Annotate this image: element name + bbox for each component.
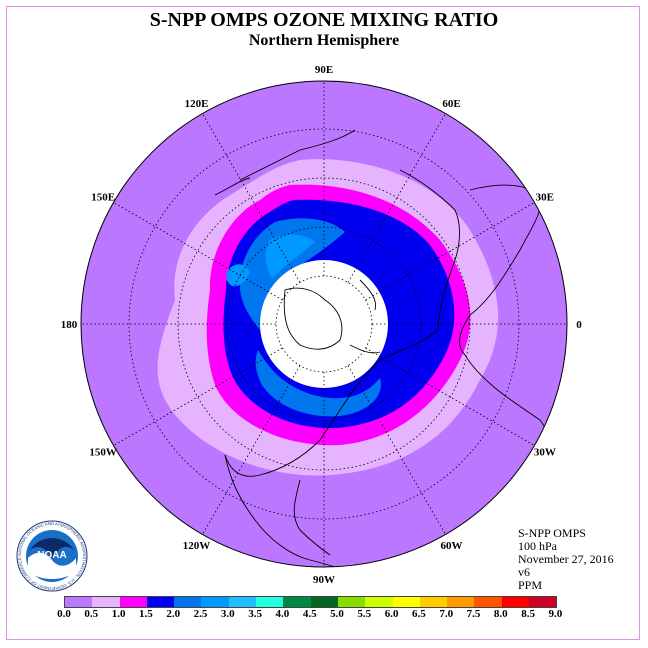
colorbar-swatch: [65, 597, 93, 607]
colorbar-tick-label: 0.0: [57, 608, 71, 620]
colorbar-swatch: [201, 597, 229, 607]
colorbar-tick-label: 2.5: [193, 608, 208, 620]
colorbar-swatch: [365, 597, 393, 607]
meridian-label: 30E: [536, 192, 554, 204]
meridian-label: 0: [576, 319, 582, 331]
colorbar-tick-label: 2.0: [166, 608, 181, 620]
colorbar-tick-label: 4.5: [302, 608, 317, 620]
meridian-label: 120W: [183, 540, 211, 552]
colorbar-tick-label: 9.0: [548, 608, 563, 620]
meridian-label: 60E: [442, 98, 460, 110]
colorbar-swatch: [92, 597, 120, 607]
colorbar-swatch: [529, 597, 557, 607]
colorbar-tick-label: 4.0: [275, 608, 290, 620]
colorbar-swatch: [447, 597, 475, 607]
colorbar-tick-label: 5.0: [330, 608, 344, 620]
noaa-logo: NOAA NATIONAL OCEANIC AND ATMOSPHERIC AD…: [16, 520, 88, 597]
info-instrument: S-NPP OMPS: [518, 526, 586, 540]
colorbar-tick-label: 8.5: [521, 608, 535, 620]
meridian-line: [113, 202, 283, 301]
colorbar-swatch: [146, 597, 175, 607]
colorbar-swatch: [310, 597, 338, 607]
meridian-line: [365, 347, 535, 446]
colorbar-swatch: [474, 597, 502, 607]
colorbar-swatch: [283, 597, 311, 607]
plot-frame: [6, 6, 640, 640]
meridian-label: 120E: [185, 98, 209, 110]
meridian-line: [202, 113, 301, 283]
meridian-line: [113, 347, 283, 446]
meridian-label: 180: [61, 319, 78, 331]
info-version: v6: [518, 565, 530, 579]
colorbar-tick-label: 6.5: [412, 608, 426, 620]
colorbar-swatch: [228, 597, 257, 607]
colorbar-tick-label: 1.5: [139, 608, 153, 620]
meridian-line: [365, 202, 535, 301]
colorbar-tick-label: 5.5: [357, 608, 372, 620]
meridian-label: 90E: [315, 64, 333, 76]
colorbar-tick-label: 1.0: [111, 608, 126, 620]
noaa-logo-text: NOAA: [37, 550, 66, 561]
info-units: PPM: [518, 578, 543, 592]
colorbar-tick-label: 7.5: [466, 608, 481, 620]
colorbar-tick-label: 7.0: [439, 608, 454, 620]
meridian-label: 30W: [534, 447, 556, 459]
colorbar-tick-label: 8.0: [493, 608, 508, 620]
meridian-label: 150E: [91, 192, 115, 204]
ozone-band-2-0-b: [255, 350, 381, 417]
ozone-band-2-5-b: [226, 264, 250, 287]
colorbar-ticks: 0.0 0.5 1.0 1.5 2.0 2.5 3.0 3.5 4.0 4.5 5.0 5.5 6.0 6…: [52, 608, 612, 622]
coastlines: [214, 129, 555, 567]
info-date: November 27, 2016: [518, 552, 614, 566]
colorbar-tick-label: 0.5: [84, 608, 99, 620]
colorbar-swatch: [256, 597, 284, 607]
colorbar-tick-label: 3.5: [248, 608, 262, 620]
meridian-line: [202, 365, 301, 535]
colorbar-swatch: [501, 597, 530, 607]
map-outline: [80, 80, 568, 568]
colorbar: [64, 596, 558, 608]
meridian-line: [347, 113, 446, 283]
meridian-label: 60W: [441, 540, 463, 552]
colorbar-tick-label: 3.0: [220, 608, 235, 620]
page-title: S-NPP OMPS OZONE MIXING RATIO: [149, 9, 499, 31]
meridian-label: 90W: [313, 574, 335, 586]
page-subtitle: Northern Hemisphere: [248, 32, 400, 49]
info-block: S-NPP OMPS 100 hPa November 27, 2016 v6 …: [518, 527, 614, 592]
colorbar-swatch: [392, 597, 420, 607]
info-level: 100 hPa: [518, 539, 557, 553]
ozone-band-2-5: [265, 234, 315, 278]
colorbar-swatch: [419, 597, 448, 607]
meridian-line: [347, 365, 446, 535]
meridian-label: 150W: [89, 447, 117, 459]
colorbar-swatch: [174, 597, 202, 607]
no-data-polar-cap: [260, 260, 388, 388]
colorbar-tick-label: 6.0: [384, 608, 399, 620]
graticule: [81, 81, 567, 567]
colorbar-swatch: [337, 597, 366, 607]
colorbar-swatch: [119, 597, 147, 607]
